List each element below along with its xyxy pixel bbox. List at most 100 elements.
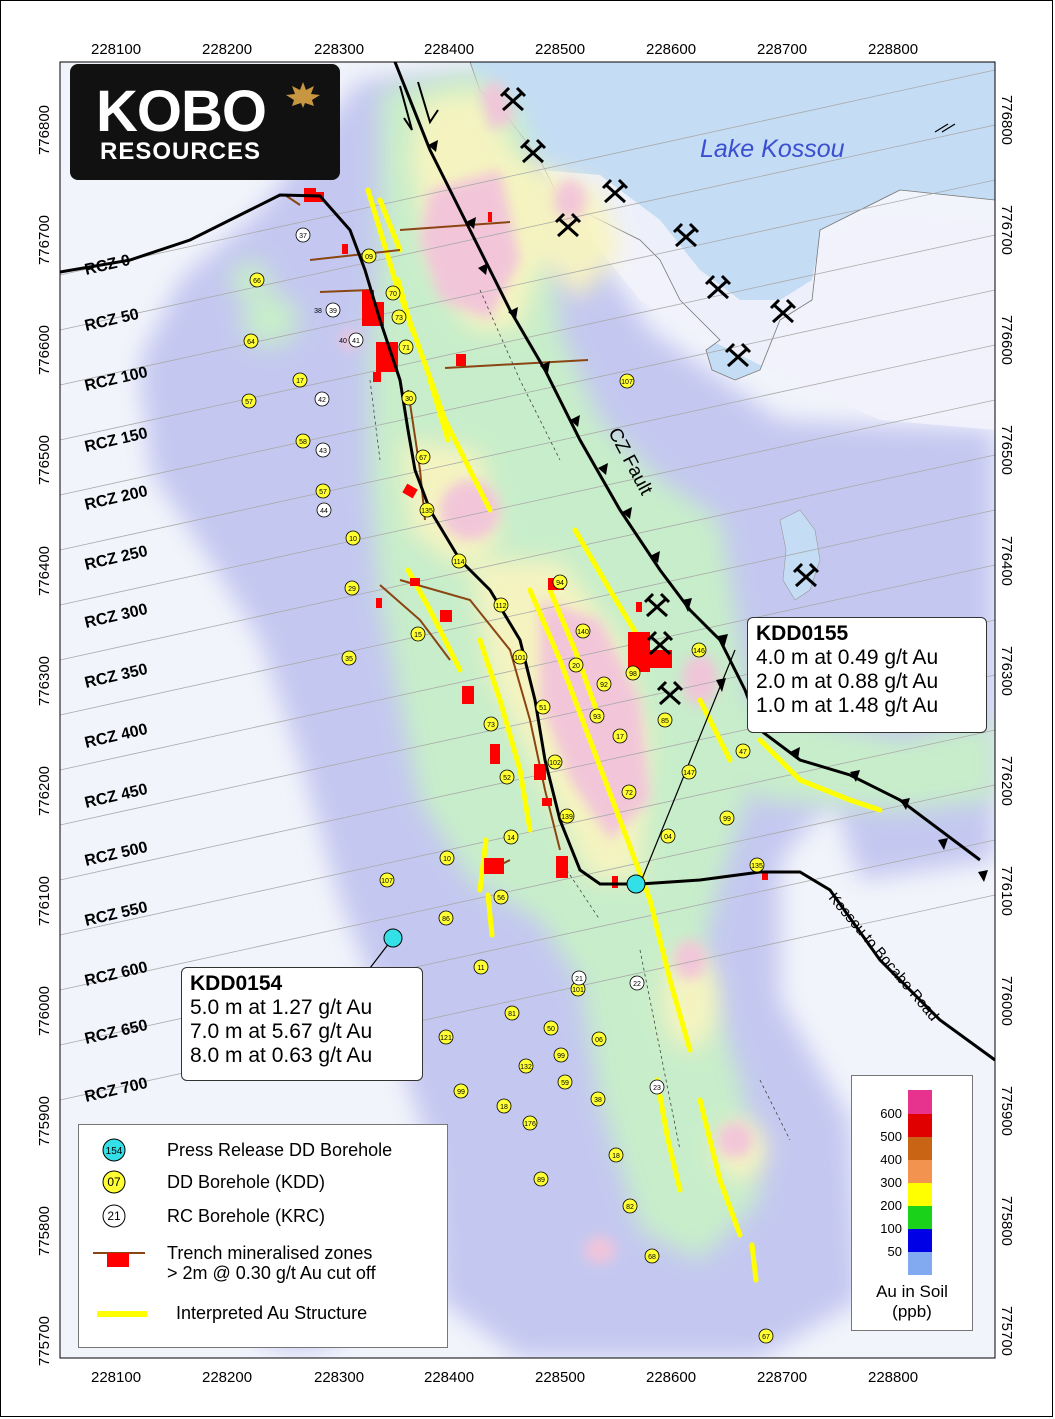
dd-hole [415, 449, 431, 465]
hole-label: 89 [537, 1177, 545, 1184]
hole-label: 147 [683, 770, 695, 777]
lake-kossou-island [540, 170, 995, 430]
dd-hole [503, 829, 519, 845]
legend-label: Interpreted Au Structure [176, 1303, 368, 1323]
dd-hole [547, 754, 563, 770]
easting-labels-top: 228100 228200 228300 228400 228500 22860… [91, 41, 918, 58]
northing-label: 775700 [998, 1306, 1015, 1356]
northing-label: 776100 [998, 866, 1015, 916]
press-release-hole-icon: 154 [102, 1138, 126, 1162]
legend-label: DD Borehole (KDD) [167, 1172, 326, 1192]
hole-label: 176 [524, 1121, 536, 1128]
hole-label: 135 [421, 508, 433, 515]
colorbar-label: 100 [880, 1221, 902, 1236]
northing-label: 776600 [36, 325, 53, 375]
hole-label: 93 [593, 714, 601, 721]
easting-label: 228600 [646, 41, 696, 58]
easting-label: 228800 [868, 41, 918, 58]
legend-row-rc: 21 RC Borehole (KRC) [79, 1203, 447, 1233]
easting-label: 228600 [646, 1369, 696, 1386]
dd-hole [735, 743, 751, 759]
northing-label: 776300 [998, 646, 1015, 696]
dd-hole [535, 699, 551, 715]
dd-hole [590, 1091, 606, 1107]
hole-label: 18 [500, 1104, 508, 1111]
structure-icon [97, 1311, 147, 1317]
dd-hole [749, 857, 765, 873]
hole-label: 102 [549, 760, 561, 767]
callout-kdd0154: KDD0154 5.0 m at 1.27 g/t Au 7.0 m at 5.… [181, 967, 423, 1081]
hole-label: 71 [402, 345, 410, 352]
borehole-labels: 09 70 73 71 66 64 17 57 58 30 67 57 10 2… [245, 233, 770, 1341]
hole-label: 21 [575, 976, 583, 983]
dd-hole [451, 553, 467, 569]
legend-label: RC Borehole (KRC) [167, 1206, 326, 1226]
northing-label: 776200 [998, 756, 1015, 806]
hole-label: 67 [419, 455, 427, 462]
hole-label: 39 [329, 308, 337, 315]
hole-label: 37 [299, 233, 307, 240]
dd-hole [625, 665, 641, 681]
callout-line: 2.0 m at 0.88 g/t Au [756, 670, 939, 693]
dd-hole [249, 272, 265, 288]
dd-hole [385, 285, 401, 301]
rc-hole [295, 227, 311, 243]
northing-label: 776700 [998, 205, 1015, 255]
hole-label: 81 [508, 1011, 516, 1018]
hole-label: 52 [503, 775, 511, 782]
hole-label: 99 [557, 1053, 565, 1060]
hole-label: 06 [595, 1037, 603, 1044]
callout-title: KDD0155 [756, 622, 849, 645]
colorbar-swatch [908, 1160, 932, 1183]
northing-label: 775700 [36, 1316, 53, 1366]
easting-label: 228500 [535, 41, 585, 58]
hole-label: 70 [389, 291, 397, 298]
easting-label: 228400 [424, 1369, 474, 1386]
kossou-bocabo-road [60, 193, 995, 1062]
hole-label: 72 [625, 790, 633, 797]
rc-hole [348, 332, 364, 348]
dd-hole [589, 708, 605, 724]
dd-hole [518, 1058, 534, 1074]
hole-label: 146 [693, 648, 705, 655]
rc-hole [571, 970, 587, 986]
hole-label: 58 [299, 439, 307, 446]
easting-label: 228100 [91, 1369, 141, 1386]
hole-label: 57 [245, 399, 253, 406]
colorbar-swatch [908, 1252, 932, 1275]
hole-label: 107 [381, 878, 393, 885]
colorbar-swatch [908, 1206, 932, 1229]
press-release-hole-kdd0154 [383, 928, 403, 948]
callout-line: 7.0 m at 5.67 g/t Au [190, 1020, 373, 1043]
colorbar-swatch [908, 1183, 932, 1206]
hole-label: 68 [648, 1254, 656, 1261]
lake-kossou [470, 62, 995, 380]
easting-label: 228300 [314, 41, 364, 58]
callout-title: KDD0154 [190, 972, 283, 995]
northing-label: 775900 [998, 1086, 1015, 1136]
colorbar-swatch [908, 1229, 932, 1252]
legend-symbol-text: 154 [106, 1146, 123, 1157]
hole-label: 67 [762, 1334, 770, 1341]
dd-hole [552, 574, 568, 590]
hole-label: 64 [247, 339, 255, 346]
hole-label: 51 [539, 705, 547, 712]
easting-label: 228500 [535, 1369, 585, 1386]
dd-hole-icon: 07 [102, 1170, 126, 1194]
colorbar-swatch [908, 1114, 932, 1137]
easting-label: 228100 [91, 41, 141, 58]
dd-hole [295, 433, 311, 449]
map-neatline [59, 61, 996, 1359]
hole-label: 132 [520, 1064, 532, 1071]
dd-hole [493, 889, 509, 905]
dd-hole [608, 1147, 624, 1163]
easting-label: 228700 [757, 41, 807, 58]
lake-label: Lake Kossou [700, 135, 845, 163]
logo-text-resources: RESOURCES [100, 138, 262, 165]
hole-label: 73 [395, 315, 403, 322]
hole-label: 94 [556, 580, 564, 587]
hole-label: 17 [296, 378, 304, 385]
dd-hole [758, 1328, 774, 1344]
lake-symbol [934, 123, 956, 133]
dd-hole [681, 764, 697, 780]
